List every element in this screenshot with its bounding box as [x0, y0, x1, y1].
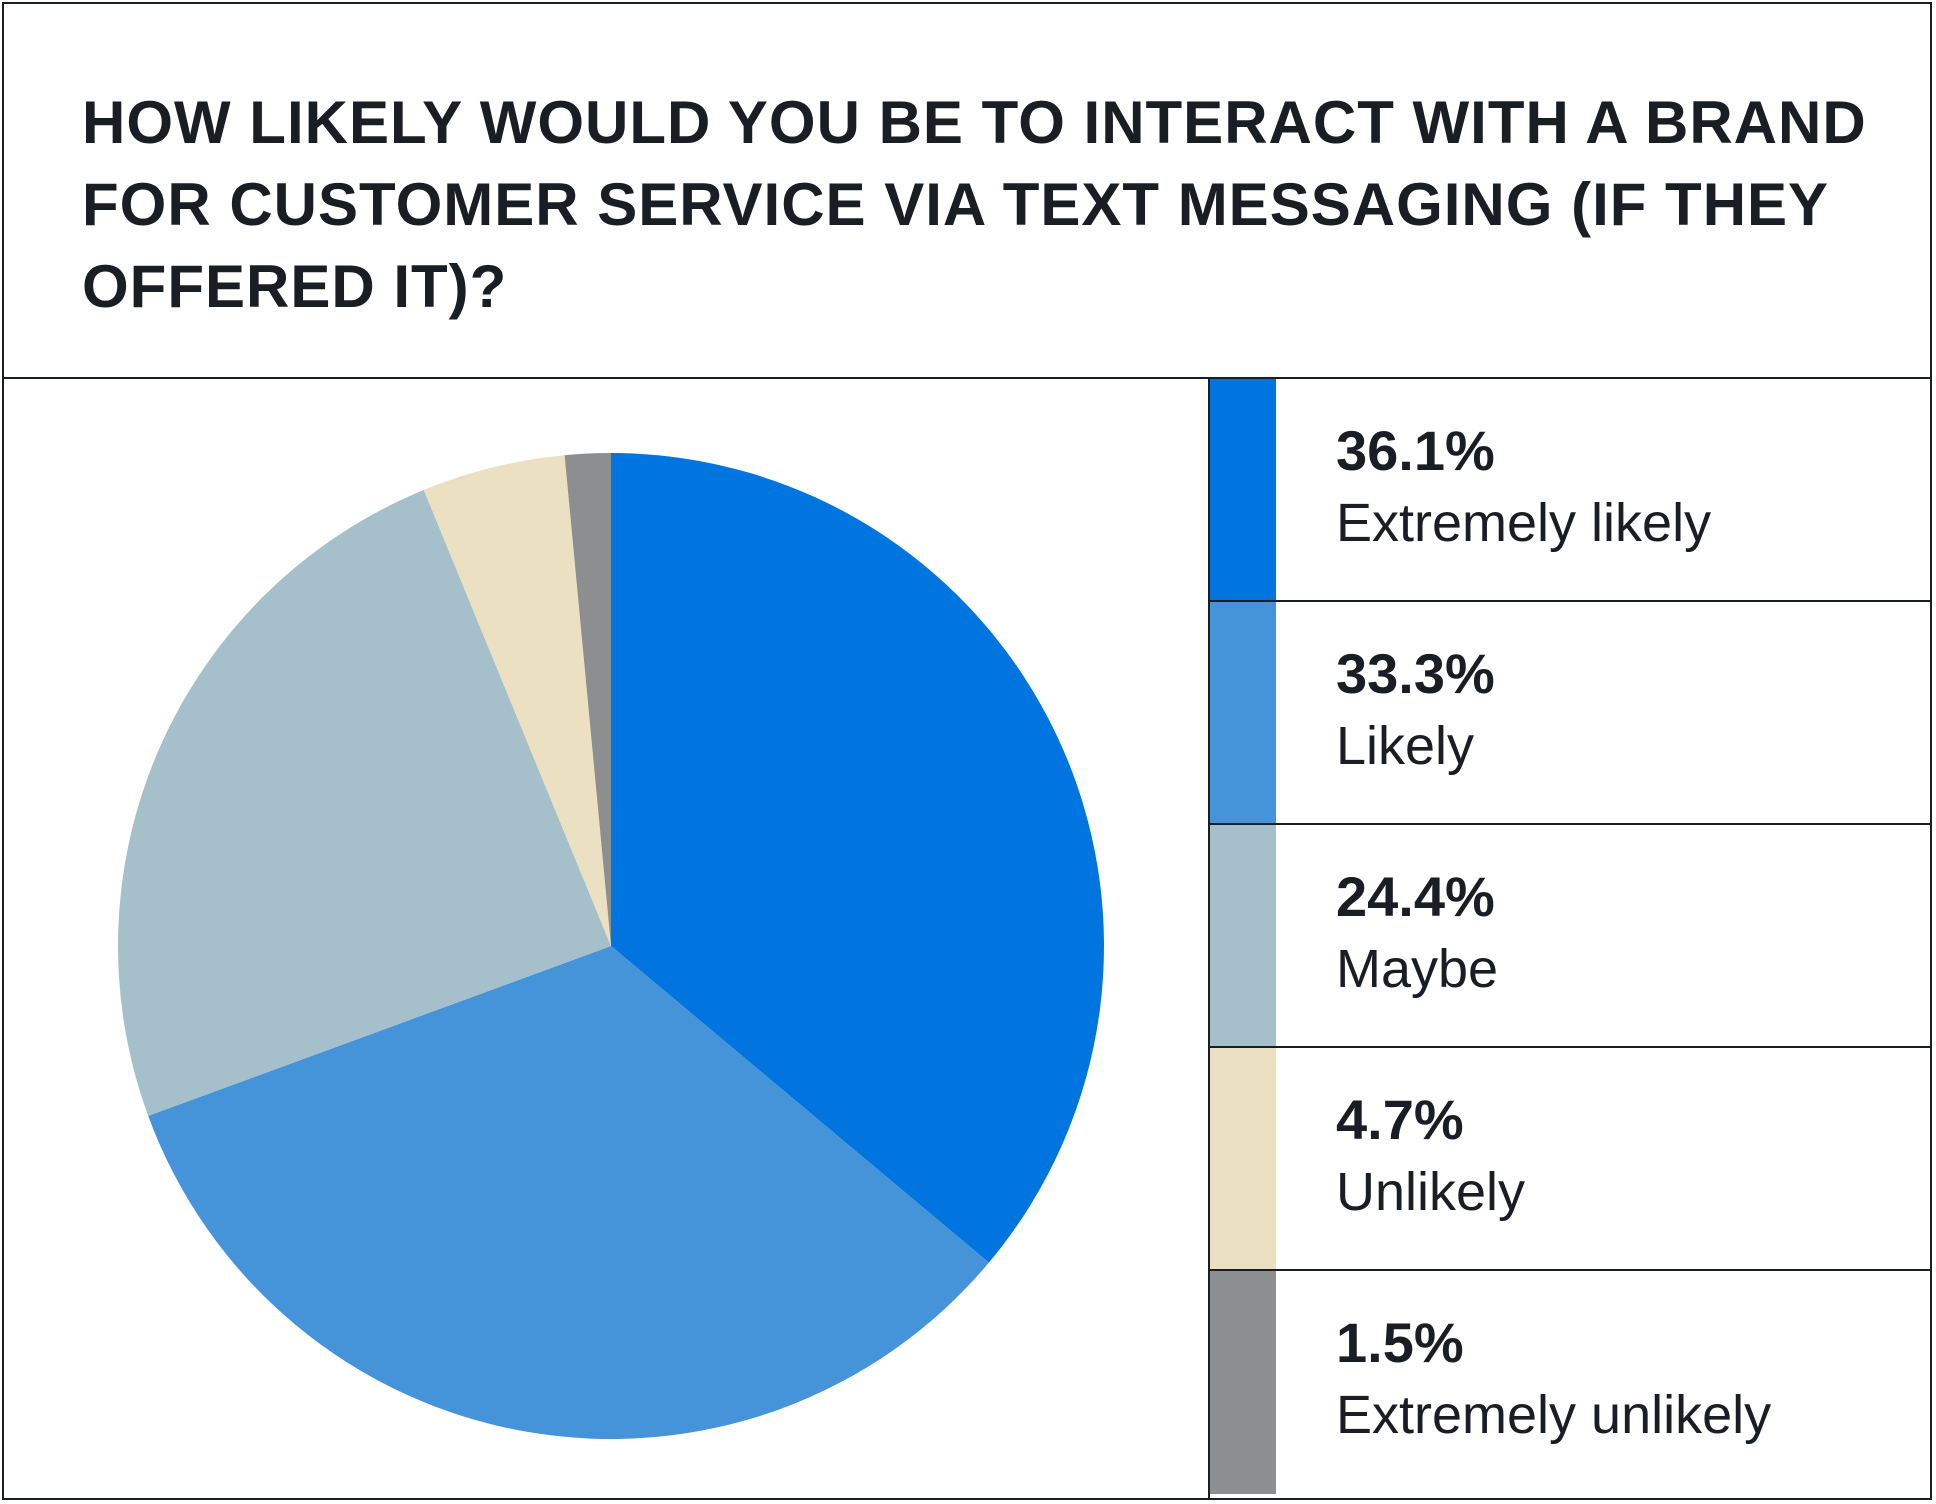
legend-label: Likely	[1336, 716, 1475, 776]
pie-slice-extremely-unlikely	[564, 453, 611, 946]
legend-value: 4.7%	[1336, 1088, 1464, 1151]
legend-swatch	[1210, 602, 1276, 823]
legend-value: 36.1%	[1336, 419, 1495, 482]
legend-item-maybe: 24.4% Maybe	[1210, 825, 1930, 1048]
legend-swatch	[1210, 379, 1276, 600]
legend-swatch	[1210, 1271, 1276, 1494]
chart-title: How likely would you be to interact with…	[82, 89, 1867, 320]
legend-value: 24.4%	[1336, 865, 1495, 928]
legend-item-unlikely: 4.7% Unlikely	[1210, 1048, 1930, 1271]
pie-slice-extremely-likely	[611, 453, 1104, 1263]
legend-item-extremely-likely: 36.1% Extremely likely	[1210, 379, 1930, 602]
pie-slice-maybe	[117, 489, 611, 1116]
pie-slice-likely	[148, 946, 989, 1440]
legend-label: Extremely likely	[1336, 493, 1712, 553]
legend-label: Extremely unlikely	[1336, 1385, 1772, 1445]
legend-label: Unlikely	[1336, 1162, 1526, 1222]
pie-chart	[117, 453, 1104, 1440]
pie-slice-unlikely	[423, 455, 611, 946]
legend: 36.1% Extremely likely 33.3% Likely 24.4…	[1208, 379, 1930, 1498]
legend-item-likely: 33.3% Likely	[1210, 602, 1930, 825]
legend-value: 33.3%	[1336, 642, 1495, 705]
legend-value: 1.5%	[1336, 1311, 1464, 1374]
title-box: How likely would you be to interact with…	[4, 4, 1930, 379]
legend-swatch	[1210, 1048, 1276, 1269]
legend-swatch	[1210, 825, 1276, 1046]
legend-label: Maybe	[1336, 939, 1499, 999]
pie-area	[4, 379, 1208, 1498]
legend-item-extremely-unlikely: 1.5% Extremely unlikely	[1210, 1271, 1930, 1494]
